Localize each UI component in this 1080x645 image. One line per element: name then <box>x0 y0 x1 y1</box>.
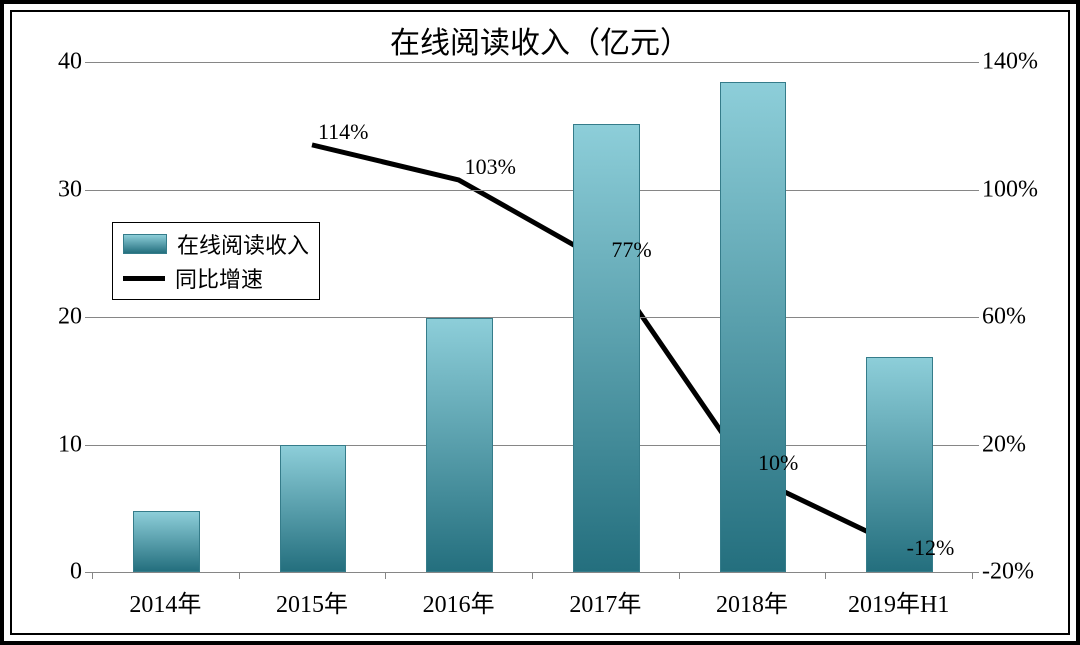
y-right-label: 100% <box>982 176 1038 203</box>
y-right-tick <box>972 62 979 63</box>
y-left-label: 30 <box>58 176 82 203</box>
x-category-label: 2019年H1 <box>848 584 949 619</box>
y-left-tick <box>85 190 92 191</box>
bar <box>426 318 493 572</box>
y-right-tick <box>972 317 979 318</box>
gridline <box>92 445 972 446</box>
gridline <box>92 190 972 191</box>
x-tick <box>825 572 826 579</box>
x-tick <box>972 572 973 579</box>
y-right-tick <box>972 190 979 191</box>
line-data-label: 10% <box>758 450 798 476</box>
y-right-label: -20% <box>982 559 1034 586</box>
legend-swatch-bar <box>123 234 167 254</box>
legend-swatch-line <box>123 276 165 281</box>
bar <box>133 511 200 572</box>
y-left-label: 40 <box>58 49 82 76</box>
y-left-label: 10 <box>58 431 82 458</box>
chart-title: 在线阅读收入（亿元） <box>12 18 1068 62</box>
y-left-label: 0 <box>70 559 82 586</box>
x-tick <box>239 572 240 579</box>
legend-item: 在线阅读收入 <box>123 227 309 261</box>
legend-label: 在线阅读收入 <box>177 228 309 260</box>
gridline <box>92 62 972 63</box>
line-data-label: -12% <box>907 535 955 561</box>
x-category-label: 2017年 <box>569 584 641 619</box>
x-tick <box>679 572 680 579</box>
bar <box>573 124 640 572</box>
x-category-label: 2018年 <box>716 584 788 619</box>
legend-label: 同比增速 <box>175 262 263 294</box>
y-right-label: 140% <box>982 49 1038 76</box>
y-left-tick <box>85 317 92 318</box>
gridline <box>92 317 972 318</box>
y-right-label: 20% <box>982 431 1026 458</box>
bar <box>720 82 787 572</box>
legend: 在线阅读收入同比增速 <box>112 222 320 300</box>
y-right-label: 60% <box>982 304 1026 331</box>
x-tick <box>385 572 386 579</box>
chart-inner-frame: 在线阅读收入（亿元） 010203040-20%20%60%100%140%20… <box>10 10 1070 635</box>
bar <box>280 445 347 572</box>
y-left-tick <box>85 62 92 63</box>
x-tick <box>532 572 533 579</box>
chart-outer-frame: 在线阅读收入（亿元） 010203040-20%20%60%100%140%20… <box>0 0 1080 645</box>
line-data-label: 114% <box>318 119 369 145</box>
x-category-label: 2014年 <box>129 584 201 619</box>
y-right-tick <box>972 572 979 573</box>
chart-container: 在线阅读收入（亿元） 010203040-20%20%60%100%140%20… <box>12 12 1068 633</box>
line-data-label: 77% <box>611 237 651 263</box>
y-right-tick <box>972 445 979 446</box>
legend-item: 同比增速 <box>123 261 309 295</box>
y-left-label: 20 <box>58 304 82 331</box>
y-left-tick <box>85 445 92 446</box>
plot-area: 010203040-20%20%60%100%140%2014年2015年201… <box>92 62 972 572</box>
x-tick <box>92 572 93 579</box>
x-category-label: 2016年 <box>423 584 495 619</box>
y-left-tick <box>85 572 92 573</box>
x-category-label: 2015年 <box>276 584 348 619</box>
line-data-label: 103% <box>465 154 516 180</box>
